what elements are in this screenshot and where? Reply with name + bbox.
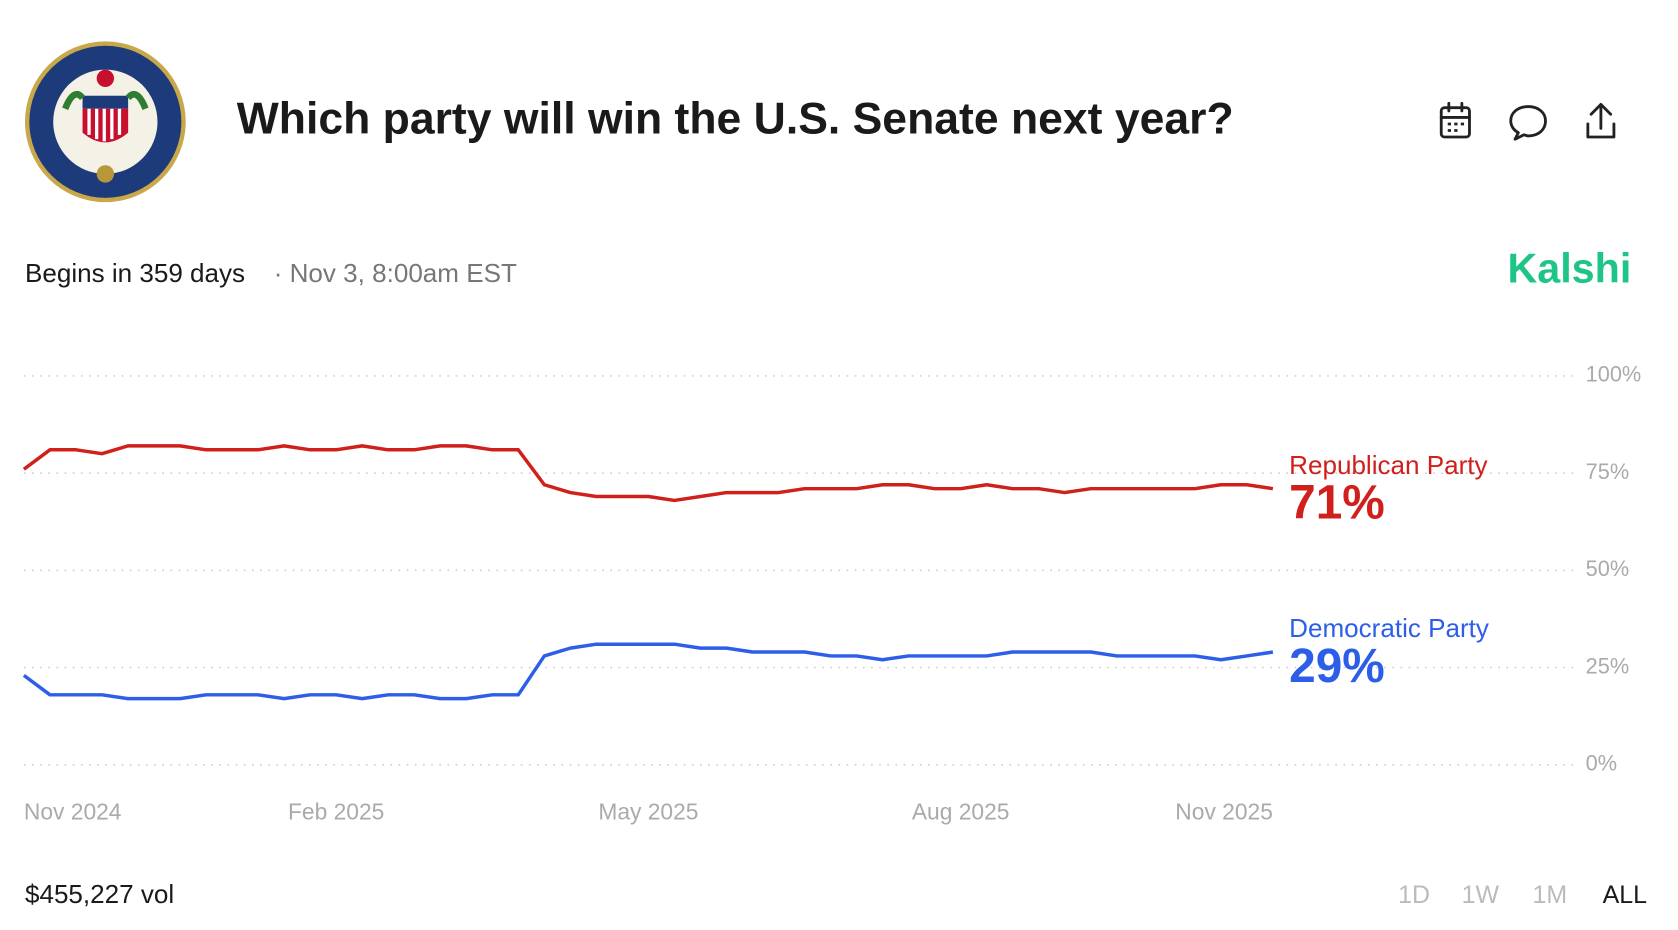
y-tick-label: 25%	[1586, 653, 1629, 678]
x-tick-label: Aug 2025	[912, 799, 1010, 825]
range-button[interactable]: ALL	[1603, 881, 1648, 909]
range-button[interactable]: 1D	[1398, 881, 1430, 909]
range-button[interactable]: 1W	[1462, 881, 1500, 909]
y-tick-label: 50%	[1586, 556, 1629, 581]
series-name: Democratic Party	[1289, 613, 1489, 643]
y-tick-label: 75%	[1586, 459, 1629, 484]
y-tick-label: 0%	[1586, 750, 1617, 775]
title: Which party will win the U.S. Senate nex…	[237, 95, 1234, 144]
value-label: 29%	[1289, 640, 1385, 693]
chart: 0% 25% 50% 75% 100% Nov 2024 Feb 2025 May 2025 A…	[22, 362, 1642, 825]
brand: Kalshi	[1507, 246, 1631, 292]
range-button[interactable]: 1M	[1532, 881, 1567, 909]
y-tick-label: 100%	[1586, 362, 1642, 387]
series-line	[22, 642, 1274, 701]
share-button[interactable]	[1586, 103, 1616, 139]
begins-text: Begins in 359 days	[25, 258, 245, 288]
volume: $455,227 vol	[25, 879, 174, 909]
calendar-button[interactable]	[1439, 101, 1471, 139]
value-label: 71%	[1289, 477, 1385, 530]
x-tick-label: Nov 2024	[24, 799, 122, 825]
x-tick-label: Nov 2025	[1175, 799, 1273, 825]
series-line	[22, 444, 1274, 503]
series-name: Republican Party	[1289, 450, 1487, 480]
comment-button[interactable]	[1509, 105, 1547, 141]
senate-seal	[24, 41, 186, 203]
x-tick-label: May 2025	[598, 799, 698, 825]
x-tick-label: Feb 2025	[288, 799, 384, 825]
date-text: · Nov 3, 8:00am EST	[274, 258, 517, 288]
